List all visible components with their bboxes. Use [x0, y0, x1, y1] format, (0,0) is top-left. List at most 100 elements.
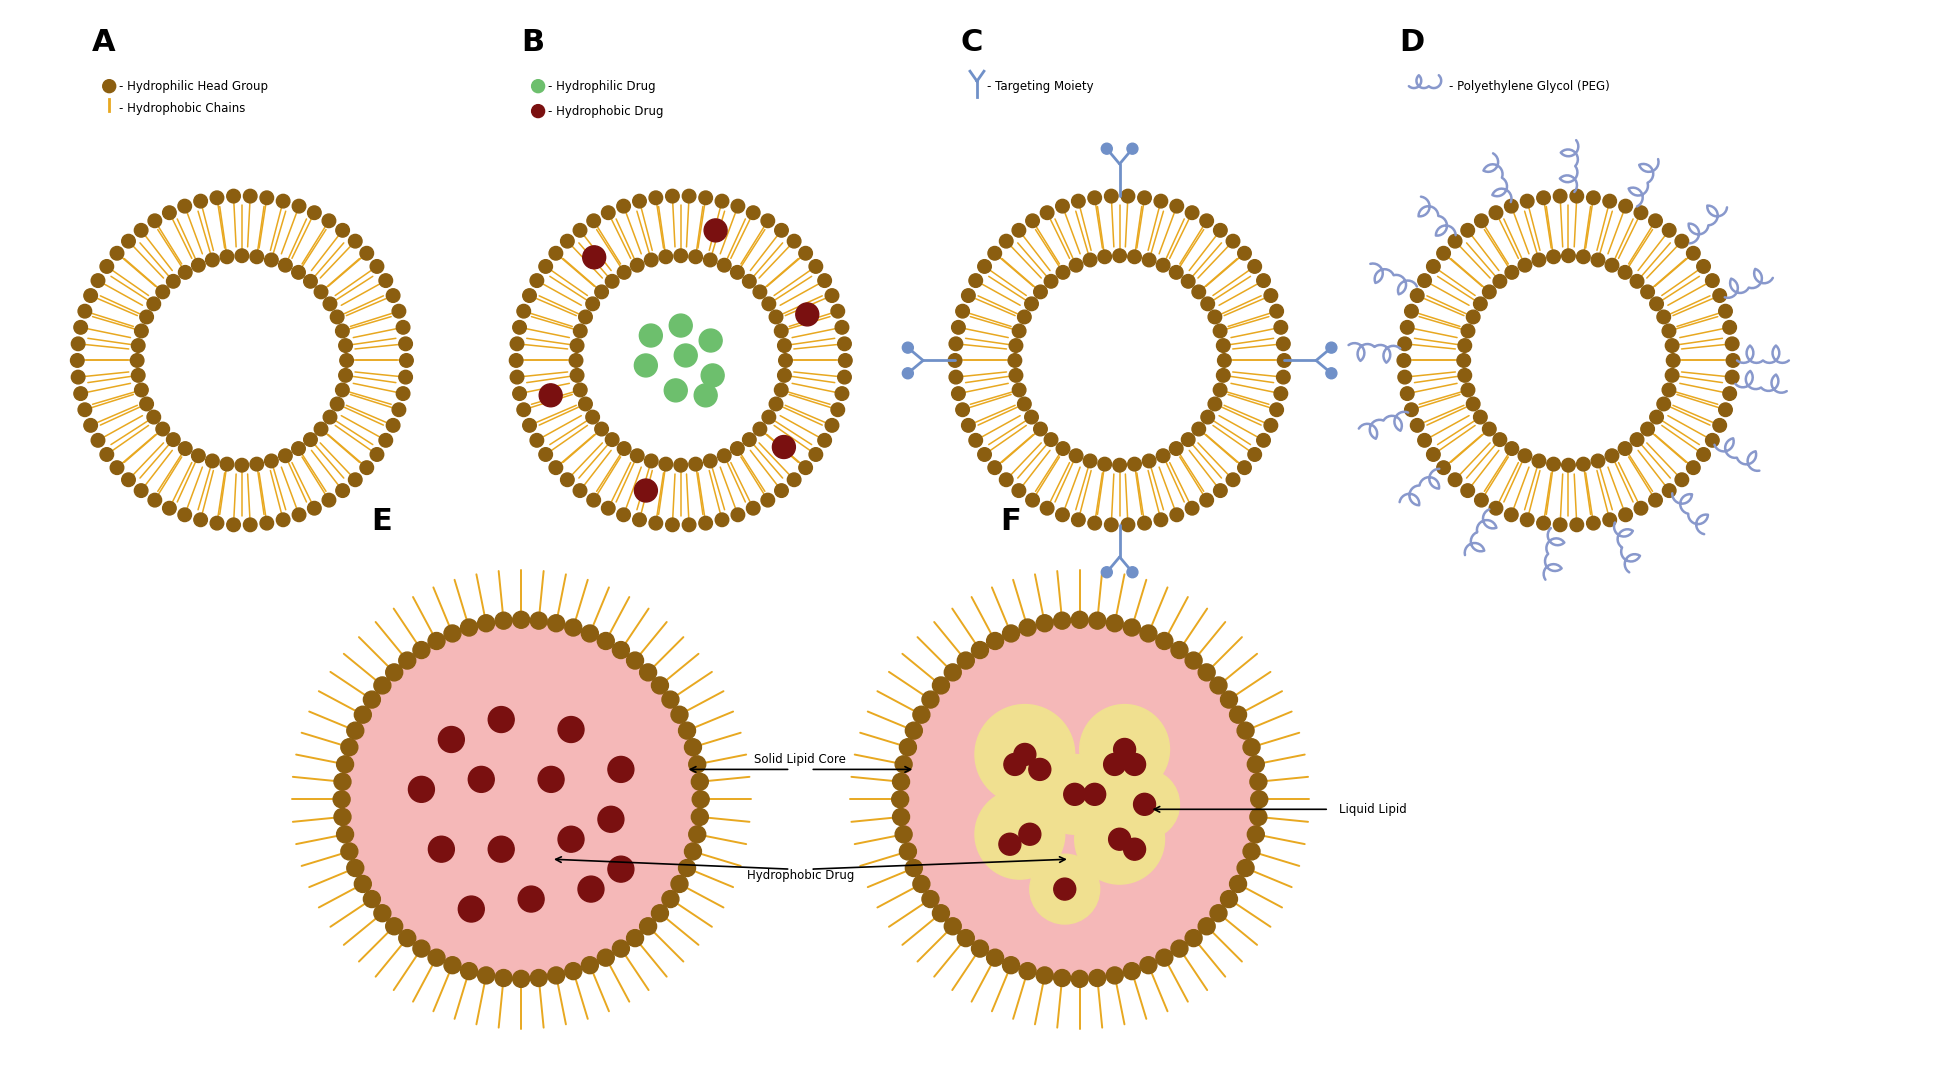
- Circle shape: [1518, 258, 1532, 272]
- Circle shape: [1324, 368, 1336, 379]
- Circle shape: [1493, 274, 1507, 288]
- Circle shape: [103, 80, 116, 93]
- Circle shape: [1460, 224, 1474, 238]
- Circle shape: [778, 353, 791, 367]
- Circle shape: [704, 219, 727, 242]
- Circle shape: [324, 410, 337, 423]
- Circle shape: [378, 274, 392, 287]
- Circle shape: [293, 200, 306, 213]
- Circle shape: [1210, 677, 1225, 694]
- Circle shape: [337, 756, 353, 773]
- Circle shape: [1082, 455, 1096, 468]
- Circle shape: [70, 353, 83, 367]
- Circle shape: [688, 249, 702, 264]
- Circle shape: [1264, 288, 1278, 302]
- Circle shape: [588, 214, 601, 228]
- Circle shape: [944, 918, 960, 935]
- Circle shape: [1718, 305, 1732, 318]
- Circle shape: [605, 433, 619, 446]
- Circle shape: [399, 652, 415, 669]
- Circle shape: [665, 189, 679, 203]
- Circle shape: [341, 620, 700, 978]
- Circle shape: [363, 691, 380, 708]
- Circle shape: [279, 258, 293, 272]
- Circle shape: [717, 258, 731, 272]
- Circle shape: [167, 274, 180, 288]
- Circle shape: [1014, 743, 1035, 766]
- Circle shape: [640, 918, 655, 935]
- Circle shape: [900, 620, 1258, 978]
- Circle shape: [987, 949, 1002, 967]
- Circle shape: [1181, 433, 1194, 446]
- Circle shape: [547, 615, 564, 632]
- Text: Solid Lipid Core: Solid Lipid Core: [754, 754, 845, 767]
- Circle shape: [1398, 370, 1412, 383]
- Circle shape: [762, 297, 776, 311]
- Circle shape: [516, 305, 529, 318]
- Circle shape: [1185, 501, 1198, 515]
- Circle shape: [510, 370, 524, 383]
- Circle shape: [1185, 930, 1202, 946]
- Circle shape: [1123, 754, 1144, 775]
- Circle shape: [134, 324, 147, 338]
- Circle shape: [679, 860, 696, 877]
- Circle shape: [1400, 321, 1414, 334]
- Circle shape: [1225, 234, 1239, 248]
- Circle shape: [1673, 473, 1687, 486]
- Circle shape: [1569, 189, 1582, 203]
- Circle shape: [1466, 397, 1479, 410]
- Circle shape: [1171, 642, 1187, 659]
- Circle shape: [537, 767, 564, 793]
- Circle shape: [78, 305, 91, 318]
- Circle shape: [1035, 967, 1053, 984]
- Circle shape: [574, 383, 588, 396]
- Circle shape: [894, 826, 911, 842]
- Circle shape: [1127, 249, 1140, 264]
- Circle shape: [242, 518, 256, 531]
- Circle shape: [574, 324, 588, 338]
- Circle shape: [661, 691, 679, 708]
- Circle shape: [1053, 878, 1074, 900]
- Circle shape: [322, 214, 335, 228]
- Circle shape: [613, 642, 628, 659]
- Circle shape: [1633, 206, 1646, 219]
- Circle shape: [1169, 266, 1183, 279]
- Circle shape: [531, 80, 545, 93]
- Circle shape: [1024, 297, 1037, 311]
- Text: F: F: [999, 507, 1020, 536]
- Circle shape: [906, 860, 921, 877]
- Circle shape: [1458, 339, 1472, 352]
- Circle shape: [192, 449, 206, 462]
- Circle shape: [818, 274, 832, 287]
- Circle shape: [688, 756, 706, 773]
- Circle shape: [948, 337, 962, 351]
- Circle shape: [1035, 615, 1053, 632]
- Circle shape: [194, 513, 207, 527]
- Circle shape: [1055, 508, 1068, 522]
- Circle shape: [1181, 274, 1194, 288]
- Circle shape: [809, 259, 822, 273]
- Circle shape: [1208, 310, 1222, 324]
- Circle shape: [83, 419, 97, 432]
- Circle shape: [1520, 513, 1534, 527]
- Circle shape: [1553, 189, 1567, 203]
- Circle shape: [578, 397, 591, 410]
- Circle shape: [679, 723, 696, 739]
- Circle shape: [260, 191, 273, 204]
- Circle shape: [72, 370, 85, 383]
- Circle shape: [799, 246, 812, 260]
- Circle shape: [1088, 970, 1105, 986]
- Circle shape: [1053, 612, 1070, 630]
- Circle shape: [1489, 501, 1503, 515]
- Circle shape: [458, 896, 485, 922]
- Circle shape: [568, 353, 582, 367]
- Circle shape: [221, 249, 233, 264]
- Circle shape: [335, 224, 349, 238]
- Circle shape: [838, 370, 851, 383]
- Circle shape: [1324, 342, 1336, 353]
- Circle shape: [304, 274, 318, 288]
- Circle shape: [1474, 297, 1487, 311]
- Circle shape: [1218, 353, 1231, 367]
- Circle shape: [206, 253, 219, 267]
- Circle shape: [572, 484, 586, 498]
